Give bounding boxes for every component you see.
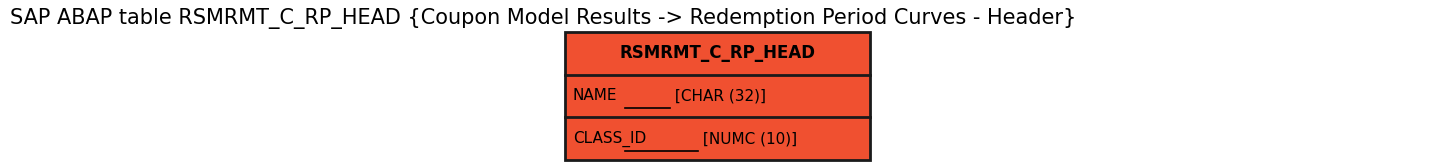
Bar [565, 32, 869, 160]
Text: RSMRMT_C_RP_HEAD: RSMRMT_C_RP_HEAD [620, 44, 816, 62]
Text: [NUMC (10)]: [NUMC (10)] [698, 131, 797, 146]
Text: [CHAR (32)]: [CHAR (32)] [669, 88, 765, 103]
Text: SAP ABAP table RSMRMT_C_RP_HEAD {Coupon Model Results -> Redemption Period Curve: SAP ABAP table RSMRMT_C_RP_HEAD {Coupon … [10, 8, 1077, 29]
Text: NAME: NAME [572, 88, 617, 103]
Text: CLASS_ID: CLASS_ID [572, 131, 646, 147]
